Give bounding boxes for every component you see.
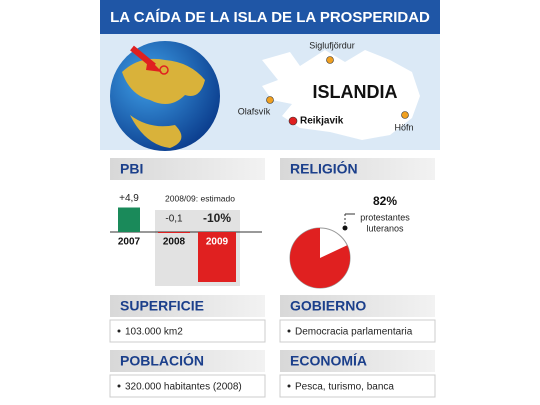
info-text: 103.000 km2	[125, 327, 183, 338]
city-dot	[288, 116, 298, 126]
land	[122, 58, 205, 104]
info-text: Democracia parlamentaria	[295, 327, 413, 338]
section-heading: POBLACIÓN	[120, 352, 204, 369]
info-row	[109, 319, 266, 343]
bar	[118, 207, 140, 232]
city: Höfn	[394, 122, 413, 132]
city-dot	[401, 111, 409, 119]
value-label: -10%	[203, 211, 231, 225]
bullet	[117, 329, 121, 333]
section-header	[280, 350, 435, 372]
value-label: -0,1	[165, 214, 183, 225]
section-header	[110, 158, 265, 180]
info-text: 320.000 habitantes (2008)	[125, 382, 242, 393]
category-label: 2008	[163, 237, 186, 248]
section-header	[110, 350, 265, 372]
info-row	[279, 374, 436, 398]
city: Olafsvík	[238, 106, 271, 116]
category-label: 2009	[206, 237, 229, 248]
arrow-head	[146, 58, 162, 72]
category-label: 2007	[118, 237, 141, 248]
section-header	[280, 295, 435, 317]
leader-dot	[342, 225, 348, 231]
section-header	[280, 158, 435, 180]
section-heading: ECONOMÍA	[290, 353, 367, 369]
section-header	[110, 295, 265, 317]
pie-slice	[290, 228, 351, 288]
bullet	[287, 329, 291, 333]
city-dot	[326, 56, 334, 64]
section-heading: RELIGIÓN	[290, 160, 358, 177]
info-row	[109, 374, 266, 398]
pie-desc: protestantes	[360, 212, 410, 222]
pie-label: 82%	[373, 194, 397, 208]
bullet	[117, 384, 121, 388]
iceland	[262, 50, 420, 140]
value-label: +4,9	[119, 193, 139, 204]
bar	[158, 232, 190, 233]
note: 2008/09: estimado	[165, 193, 235, 203]
title: LA CAÍDA DE LA ISLA DE LA PROSPERIDAD	[110, 9, 430, 26]
bar	[198, 232, 236, 282]
bullet	[287, 384, 291, 388]
city: Siglufjördur	[309, 40, 355, 50]
info-row	[279, 319, 436, 343]
section-heading: SUPERFICIE	[120, 298, 204, 314]
title-bar	[100, 0, 440, 34]
info-text: Pesca, turismo, banca	[295, 382, 394, 393]
section-heading: PBI	[120, 161, 143, 177]
land	[130, 115, 182, 148]
city-dot	[266, 96, 274, 104]
country: ISLANDIA	[313, 82, 398, 102]
capital: Reikjavik	[300, 116, 344, 127]
pie-desc: luteranos	[366, 223, 404, 233]
section-heading: GOBIERNO	[290, 298, 366, 314]
marker	[159, 65, 169, 75]
